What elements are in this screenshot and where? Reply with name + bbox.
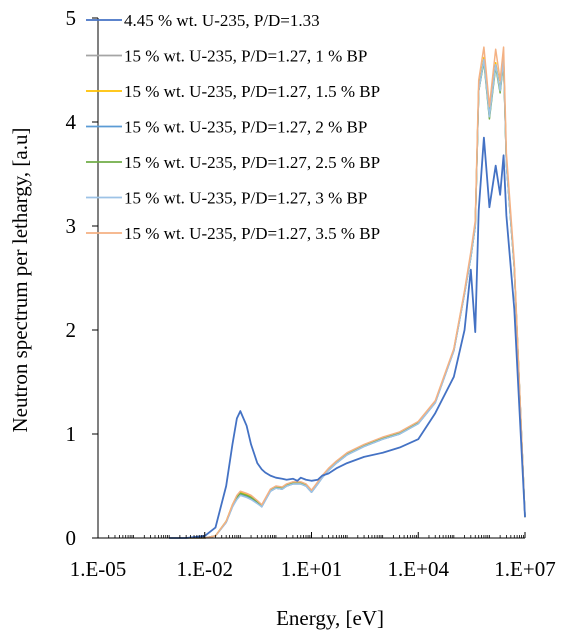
y-tick-label: 1 [66,422,77,446]
y-tick-label: 4 [66,110,77,134]
y-tick-label: 2 [66,318,77,342]
legend-label: 15 % wt. U-235, P/D=1.27, 3.5 % BP [124,224,380,243]
legend-entry: 15 % wt. U-235, P/D=1.27, 2 % BP [86,118,367,137]
x-axis-tick-labels: 1.E-05 1.E-02 1.E+01 1.E+04 1.E+07 [70,557,556,581]
y-axis-tick-labels: 0 1 2 3 4 5 [66,6,77,550]
legend-label: 4.45 % wt. U-235, P/D=1.33 [124,11,320,30]
legend-label: 15 % wt. U-235, P/D=1.27, 1.5 % BP [124,82,380,101]
x-tick-label: 1.E+07 [494,557,555,581]
legend-label: 15 % wt. U-235, P/D=1.27, 2 % BP [124,118,367,137]
x-tick-label: 1.E+04 [388,557,450,581]
legend-entry: 4.45 % wt. U-235, P/D=1.33 [86,11,320,30]
legend: 4.45 % wt. U-235, P/D=1.33 15 % wt. U-235… [86,11,380,243]
y-axis-ticks [92,17,98,539]
legend-label: 15 % wt. U-235, P/D=1.27, 1 % BP [124,47,367,66]
plot-area: 1.E-05 1.E-02 1.E+01 1.E+04 1.E+07 0 1 2 3 4 5 [66,6,556,581]
x-tick-label: 1.E-05 [70,557,127,581]
x-axis-ticks [97,532,526,538]
legend-entry: 15 % wt. U-235, P/D=1.27, 1 % BP [86,47,367,66]
x-tick-label: 1.E-02 [176,557,233,581]
x-axis-title: Energy, [eV] [276,606,384,630]
legend-entry: 15 % wt. U-235, P/D=1.27, 3.5 % BP [86,224,380,243]
y-tick-label: 0 [66,526,77,550]
legend-entry: 15 % wt. U-235, P/D=1.27, 1.5 % BP [86,82,380,101]
y-axis-title: Neutron spectrum per lethargy, [a.u] [8,128,32,433]
series-line-6 [169,58,526,539]
x-tick-label: 1.E+01 [281,557,342,581]
legend-label: 15 % wt. U-235, P/D=1.27, 2.5 % BP [124,153,380,172]
legend-label: 15 % wt. U-235, P/D=1.27, 3 % BP [124,189,367,208]
y-tick-label: 3 [66,214,77,238]
legend-entry: 15 % wt. U-235, P/D=1.27, 2.5 % BP [86,153,380,172]
series-layer [169,46,526,539]
series-line-7 [169,46,526,539]
y-tick-label: 5 [66,6,77,30]
legend-entry: 15 % wt. U-235, P/D=1.27, 3 % BP [86,189,367,208]
series-line-1 [169,136,526,539]
